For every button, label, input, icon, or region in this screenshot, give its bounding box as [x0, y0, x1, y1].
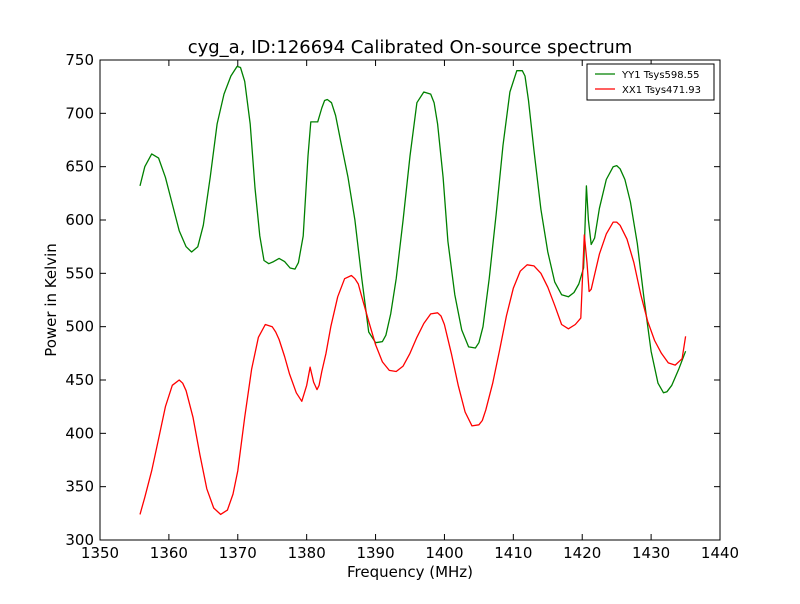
x-tick-label: 1430 — [632, 544, 670, 562]
series-line-0 — [139, 65, 687, 394]
x-tick-label: 1440 — [701, 544, 739, 562]
y-axis-label: Power in Kelvin — [42, 243, 60, 357]
x-tick-label: 1360 — [150, 544, 188, 562]
x-tick-label: 1410 — [494, 544, 532, 562]
axis-ticks: 1350 1360 1370 1380 1390 1400 1410 1420 1430 1440… — [65, 51, 739, 562]
y-tick-label: 600 — [65, 211, 94, 229]
y-tick-label: 400 — [65, 424, 94, 442]
plot-frame — [99, 59, 721, 541]
legend-label-yy1: YY1 Tsys598.55 — [621, 70, 700, 81]
x-tick-label: 1350 — [81, 544, 119, 562]
x-axis-label: Frequency (MHz) — [347, 563, 473, 581]
y-tick-label: 700 — [65, 104, 94, 122]
y-tick-label: 650 — [65, 158, 94, 176]
legend-box — [586, 63, 715, 101]
x-tick-label: 1400 — [425, 544, 463, 562]
x-tick-label: 1390 — [356, 544, 394, 562]
y-tick-label: 750 — [65, 51, 94, 69]
y-tick-label: 450 — [65, 371, 94, 389]
legend-label-xx1: XX1 Tsys471.93 — [622, 85, 701, 96]
chart-title: cyg_a, ID:126694 Calibrated On-source sp… — [188, 37, 633, 58]
series-line-1 — [139, 221, 687, 516]
x-tick-label: 1370 — [219, 544, 257, 562]
y-tick-label: 350 — [65, 478, 94, 496]
y-tick-label: 300 — [65, 531, 94, 549]
y-tick-label: 500 — [65, 318, 94, 336]
y-tick-label: 550 — [65, 264, 94, 282]
x-tick-label: 1420 — [563, 544, 601, 562]
series-lines — [139, 65, 687, 516]
legend: YY1 Tsys598.55 XX1 Tsys471.93 — [586, 63, 715, 101]
x-tick-label: 1380 — [288, 544, 326, 562]
